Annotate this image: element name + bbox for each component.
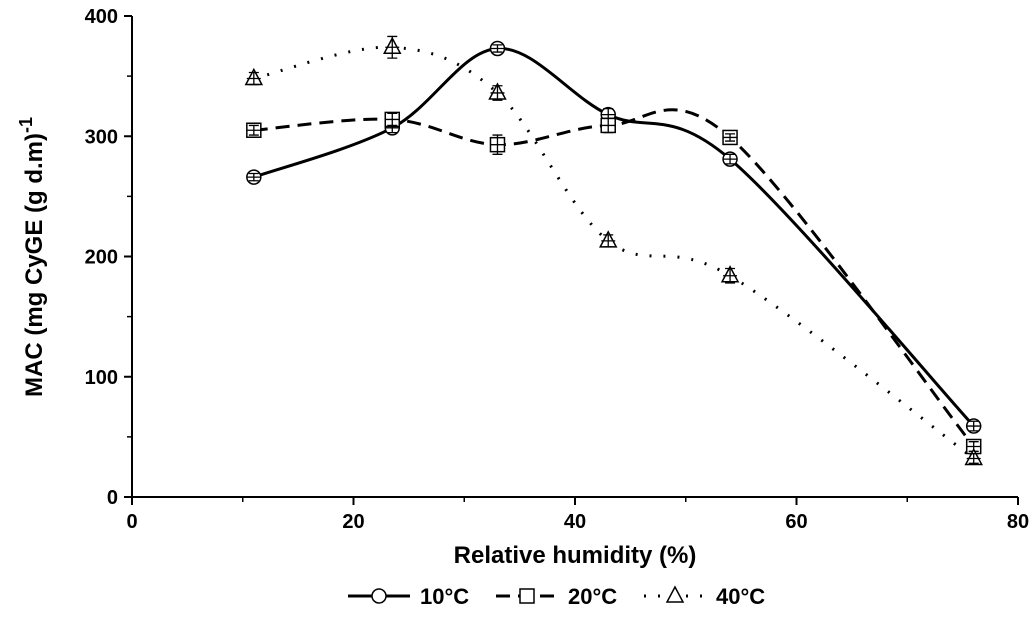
y-axis-label: MAC (mg CyGE (g d.m)-1	[16, 117, 48, 397]
y-tick-label: 200	[85, 247, 118, 269]
y-tick-label: 100	[85, 367, 118, 389]
error-bar	[490, 85, 505, 101]
point	[720, 265, 740, 284]
legend-entry: 40°C	[644, 584, 765, 609]
legend-marker	[371, 588, 387, 604]
x-tick-label: 20	[342, 511, 364, 533]
x-axis-label: Relative humidity (%)	[454, 542, 697, 569]
legend-entry: 20°C	[496, 584, 617, 609]
y-tick-label: 0	[107, 487, 118, 509]
y-tick-label: 400	[85, 6, 118, 28]
error-bar	[966, 453, 981, 464]
point	[722, 151, 738, 167]
point	[965, 438, 982, 455]
legend-label: 20°C	[568, 584, 617, 609]
point	[384, 111, 401, 128]
point	[965, 418, 982, 434]
legend-label: 40°C	[716, 584, 765, 609]
error-bar	[723, 133, 738, 142]
point	[722, 129, 738, 146]
error-bar	[966, 420, 981, 432]
point	[383, 35, 402, 59]
series-line	[253, 45, 975, 460]
error-bar	[601, 234, 616, 248]
point	[600, 117, 616, 134]
error-bar	[246, 124, 261, 136]
error-bar	[246, 71, 261, 86]
point	[488, 82, 507, 101]
legend-marker	[665, 585, 685, 603]
point	[598, 230, 618, 248]
y-axis-label-superscript: -1	[16, 117, 36, 133]
error-bar	[385, 122, 400, 134]
error-bar	[385, 112, 400, 127]
y-tick-label: 300	[85, 126, 118, 148]
legend-marker	[519, 588, 535, 604]
x-tick-label: 60	[785, 511, 807, 533]
error-bar	[385, 35, 400, 59]
point	[246, 169, 262, 185]
error-bar	[246, 172, 261, 182]
point	[246, 122, 262, 138]
point	[244, 67, 264, 86]
point	[964, 447, 983, 466]
point	[489, 40, 506, 57]
series-line	[253, 46, 975, 428]
x-tick-label: 0	[126, 511, 137, 533]
series-line	[253, 108, 975, 448]
point	[489, 134, 506, 155]
x-tick-label: 80	[1007, 511, 1029, 533]
y-axis-label-text: MAC (mg CyGE (g d.m)	[21, 133, 48, 397]
error-bar	[723, 267, 738, 284]
error-bar	[723, 153, 738, 165]
x-tick-label: 40	[564, 511, 586, 533]
legend-entry: 10°C	[348, 584, 469, 609]
legend-label: 10°C	[420, 584, 469, 609]
error-bar	[490, 134, 505, 155]
error-bar	[490, 44, 505, 53]
error-bar	[601, 117, 616, 134]
